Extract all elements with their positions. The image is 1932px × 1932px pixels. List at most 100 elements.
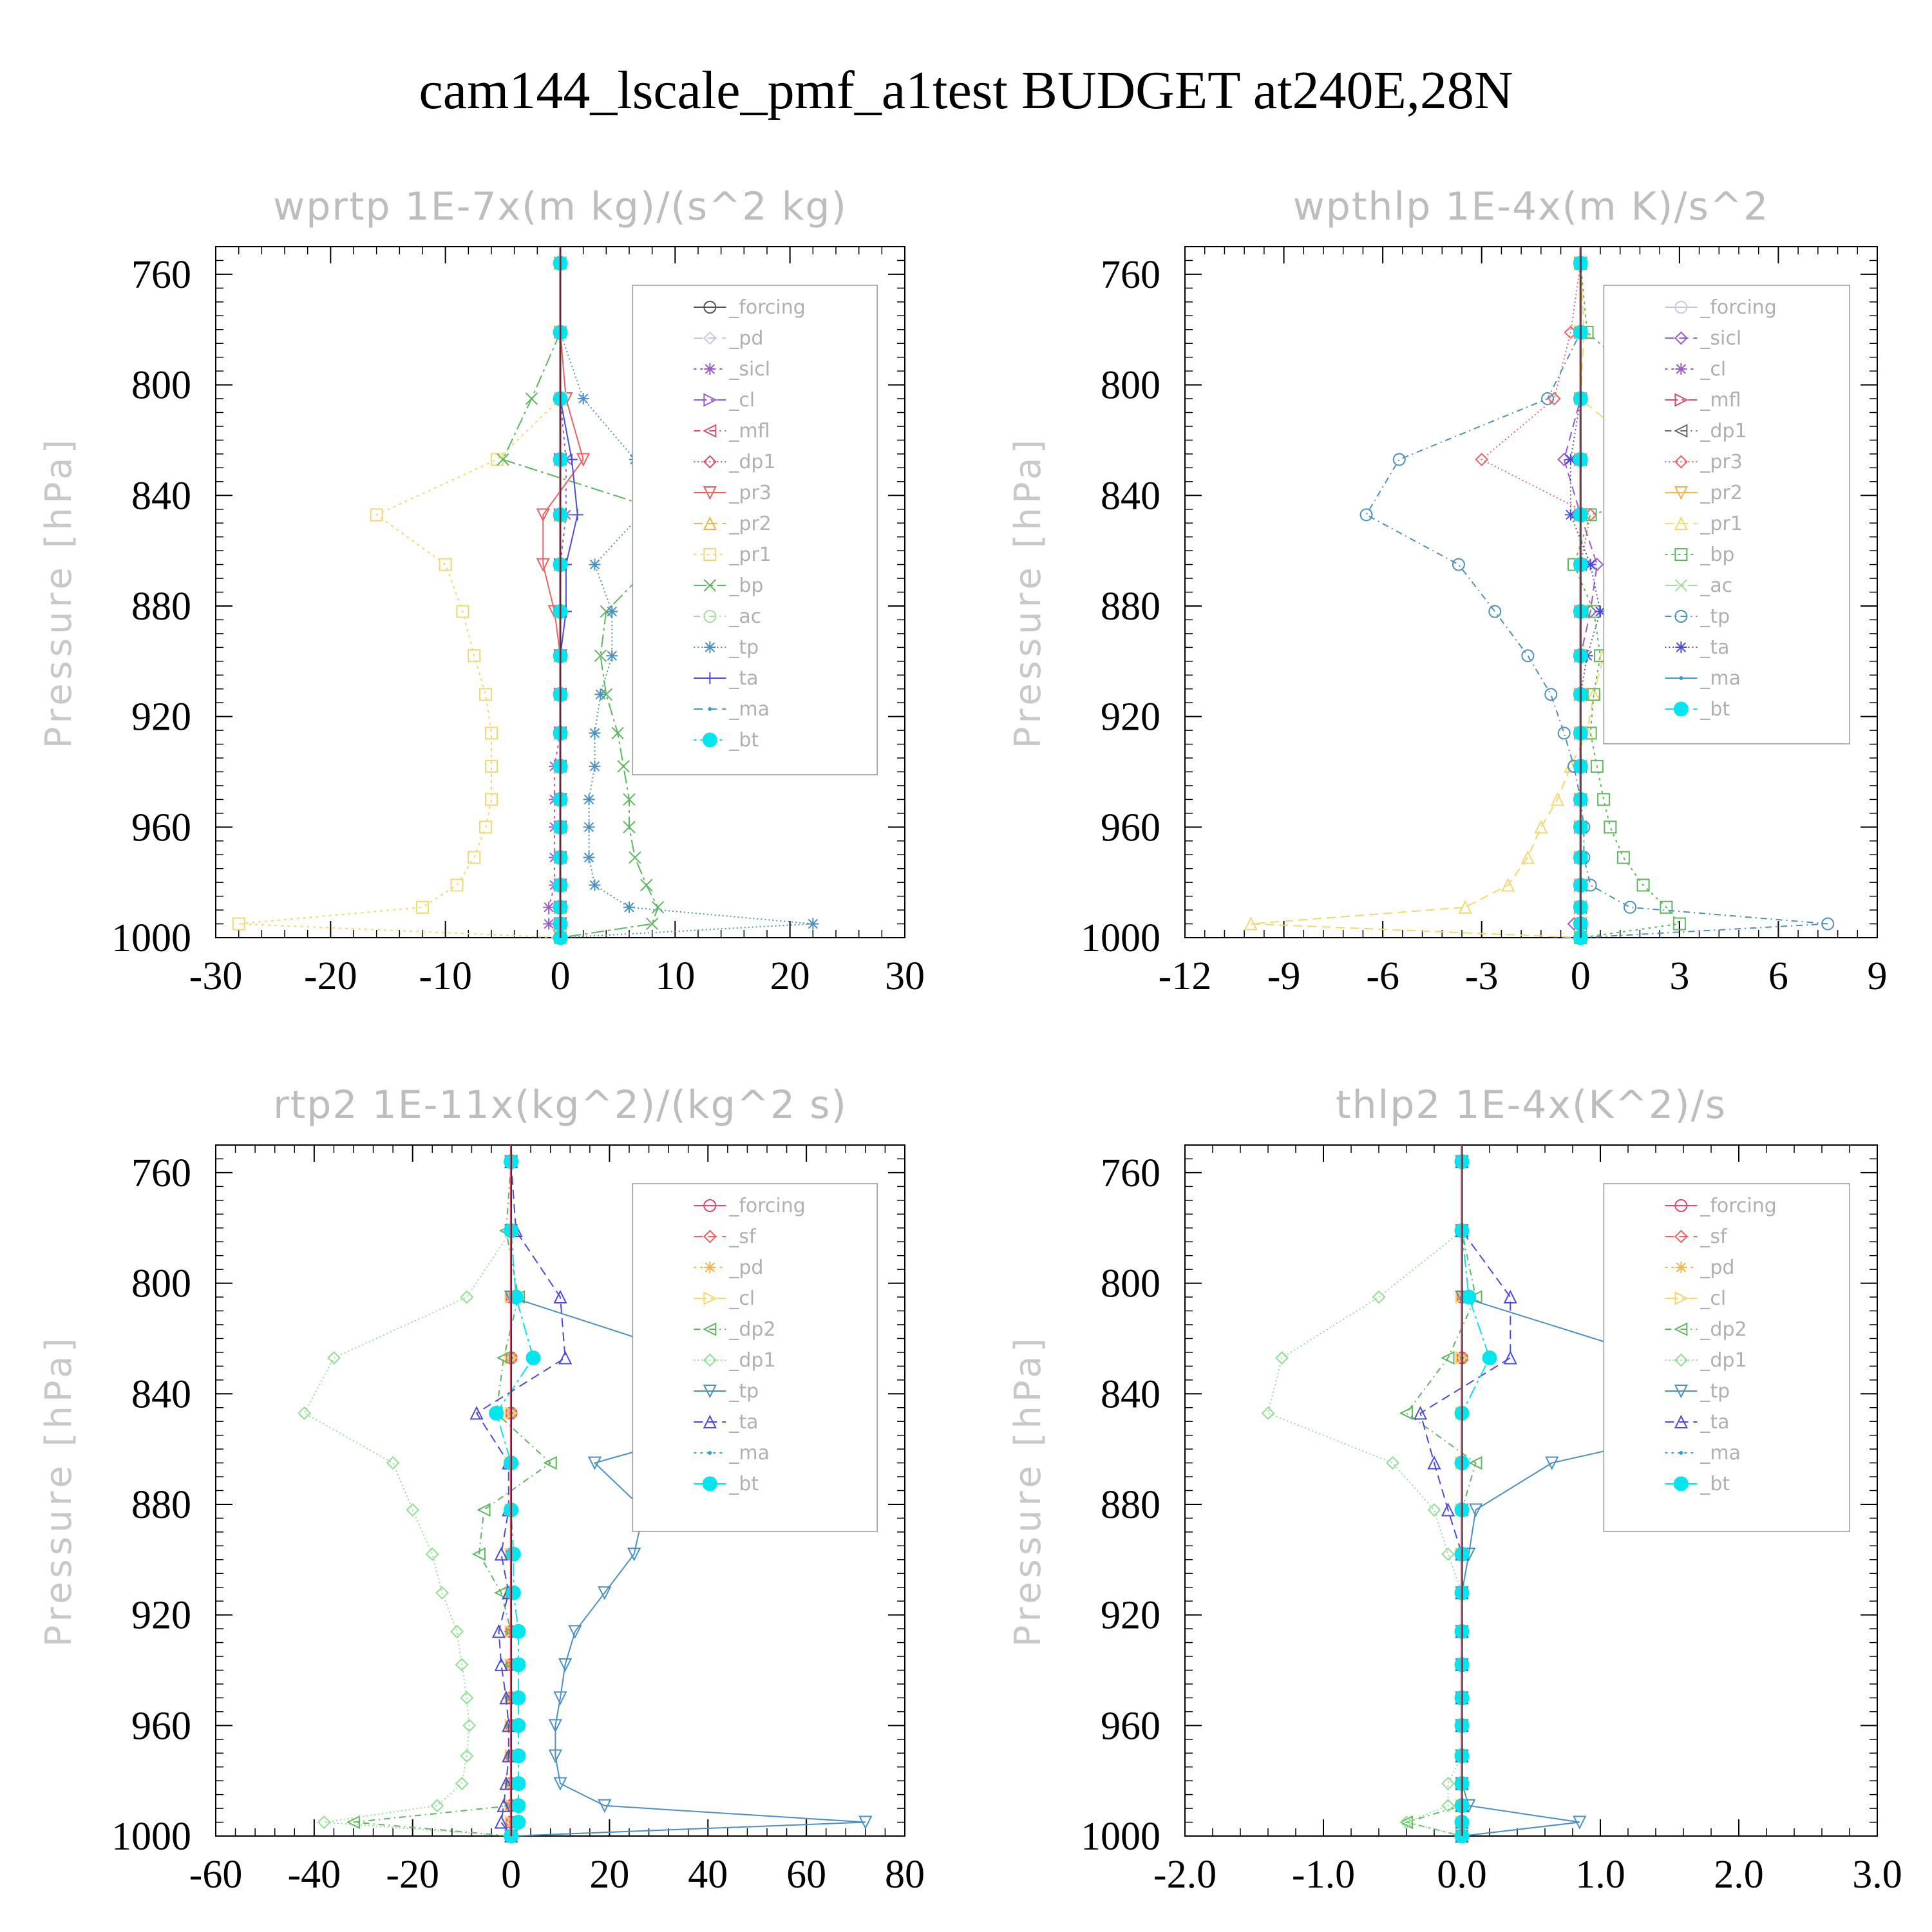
data-point [477,1502,491,1517]
data-point [346,1815,360,1830]
legend-label: _pd [728,1256,763,1279]
legend-label: _ta [728,667,758,690]
legend-label: _sicl [1700,327,1741,350]
data-point [640,878,653,892]
legend-label: _dp1 [1700,1349,1747,1372]
legend-label: _forcing [1700,1195,1776,1217]
series-line [475,1161,566,1837]
data-point [435,1586,449,1600]
x-tick-label: 20 [589,1853,629,1897]
legend-marker [703,1291,717,1305]
legend-label: _sf [728,1226,757,1248]
legend-marker [1674,331,1688,345]
legend-marker [703,1385,717,1399]
data-point [386,1456,400,1470]
data-point [485,726,498,740]
x-tick-label: -60 [189,1853,243,1897]
data-point [1501,878,1515,892]
legend-marker [1674,1291,1689,1305]
y-tick-label: 840 [131,474,191,518]
legend-marker [703,331,717,345]
data-point [460,1290,474,1304]
data-point [1557,726,1571,740]
data-point [479,688,493,701]
figure-title: cam144_lscale_pmf_a1test BUDGET at240E,2… [419,61,1513,120]
data-point [536,558,550,572]
legend-marker [703,1199,717,1212]
x-tick-label: 60 [786,1853,826,1897]
legend-marker [1674,610,1688,623]
data-point [1441,1799,1455,1813]
data-point [489,1405,504,1421]
data-point [460,1749,474,1763]
data-point [1441,1502,1455,1517]
data-point [1441,1350,1455,1365]
x-tick-label: -3 [1465,954,1499,998]
data-point [553,1691,567,1705]
data-point [298,1406,311,1420]
data-point [543,901,555,913]
legend-marker [1674,1353,1688,1367]
data-point [1468,1503,1483,1517]
legend-label: _ta [1700,1411,1729,1434]
data-point [589,879,601,891]
x-tick-label: 0 [1571,954,1591,998]
y-tick-label: 760 [131,253,191,297]
y-tick-label: 960 [131,1704,191,1748]
data-point [576,453,591,467]
data-point [1372,1290,1386,1304]
legend-label: _pr1 [1700,513,1742,535]
legend-marker [1674,1322,1688,1336]
data-point [1564,453,1577,466]
data-point [232,917,245,931]
data-point [1541,392,1555,406]
series-pr3 [536,256,591,945]
y-axis-label: Pressure [hPa] [1007,436,1049,749]
panel-3: rtp2 1E-11x(kg^2)/(kg^2 s) Pressure [hPa]… [38,1083,925,1897]
legend-marker [708,707,712,711]
data-point [598,1799,612,1814]
legend-label: _tp [1700,605,1730,628]
data-point [568,1625,582,1639]
legend-marker [1675,363,1687,375]
series-line [1461,1161,1491,1836]
legend-marker [704,641,716,653]
legend-label: _bt [728,729,759,752]
data-point [499,1776,513,1790]
legend-marker [708,1451,712,1455]
data-point [571,509,583,521]
legend: _forcing _pd _sicl _cl _mfl _dp1 _pr3 _pr2 _pr1 _… [632,285,878,775]
data-point [589,558,601,571]
legend-box [1603,1183,1850,1532]
data-point [1475,453,1489,466]
legend-label: _bp [728,574,763,597]
series-line [560,263,813,938]
legend-marker [1674,301,1688,314]
series-line [353,1161,552,1837]
legend-label: _dp1 [728,451,775,473]
legend-marker [703,516,717,530]
series-line [1365,263,1828,938]
data-point [460,1690,474,1705]
data-point [548,1719,562,1733]
legend-marker [1673,701,1689,717]
legend-marker [703,1353,717,1367]
x-tick-label: 0 [501,1853,521,1897]
legend-label: _ma [1700,667,1741,690]
y-tick-label: 800 [131,1262,191,1306]
legend-label: _bt [1700,698,1730,721]
data-point [494,1815,508,1829]
legend-marker [703,455,717,469]
legend-label: _mfl [1700,389,1741,412]
data-point [425,1547,439,1561]
data-point [1624,900,1637,914]
data-point [1520,850,1535,864]
data-point [469,1406,484,1420]
legend-marker [1679,1451,1683,1455]
y-tick-label: 800 [1101,1262,1160,1306]
legend-label: _mfl [728,420,770,442]
legend-label: _ta [728,1411,758,1434]
data-point [511,1718,526,1733]
y-tick-label: 760 [131,1151,191,1195]
data-point [1488,605,1502,618]
